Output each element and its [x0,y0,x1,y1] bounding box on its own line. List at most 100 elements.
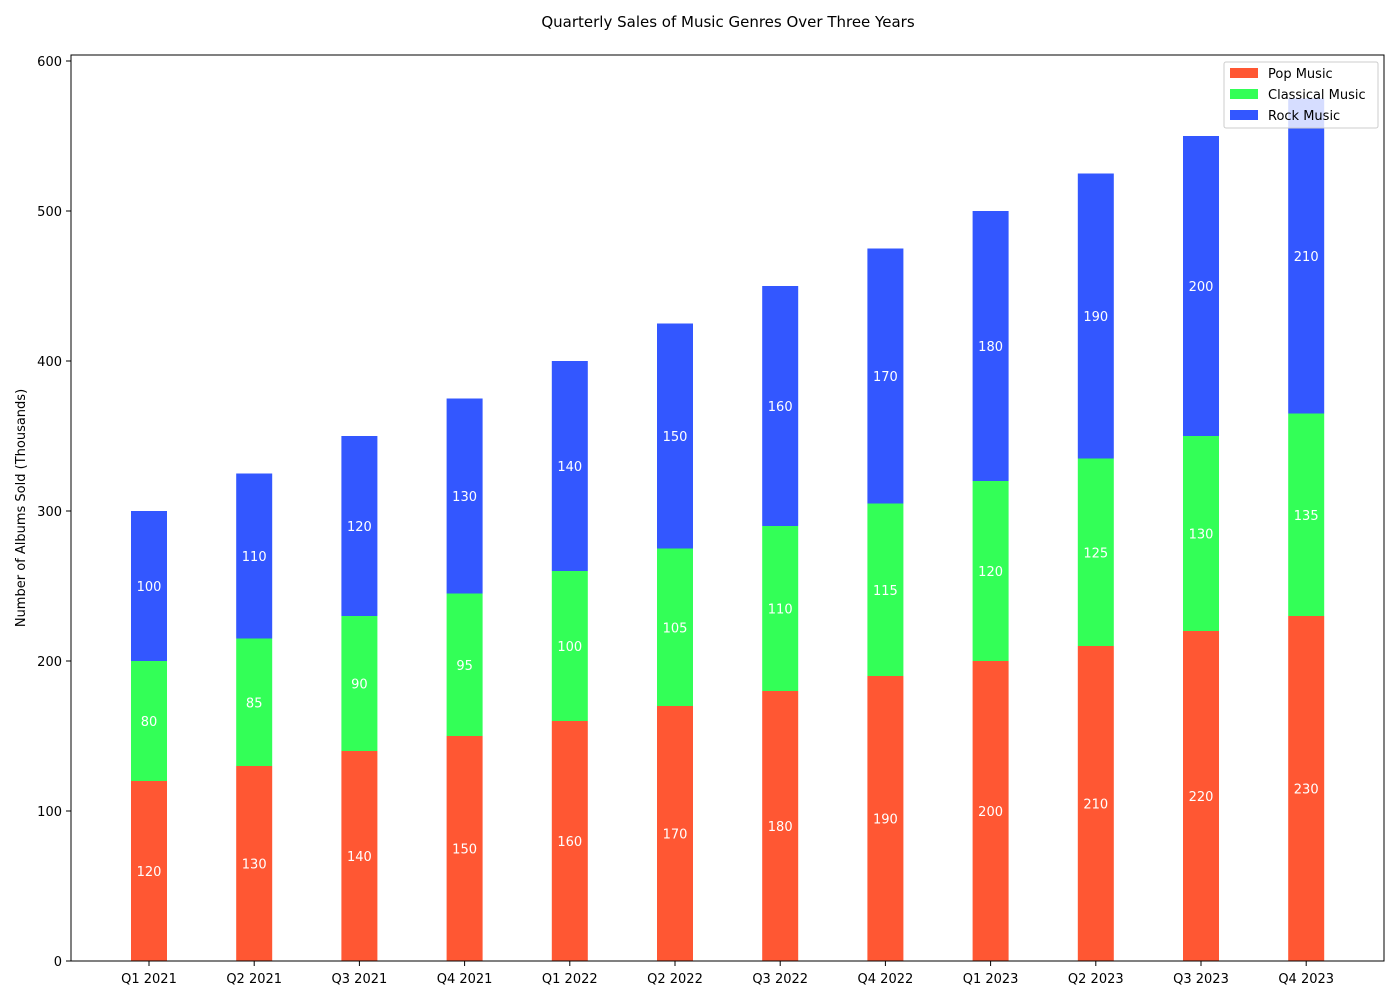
chart-title: Quarterly Sales of Music Genres Over Thr… [541,13,914,31]
bar-pop-music-8 [972,661,1009,961]
x-tick-label: Q3 2021 [332,972,388,987]
x-axis: Q1 2021 Q2 2021 Q3 2021 Q4 2021 Q1 2022 Q2 20… [121,961,1334,987]
bar-rock-music-6 [762,286,799,526]
plot-frame [70,54,1385,962]
x-tick-label: Q1 2023 [963,972,1019,987]
x-tick-label: Q4 2022 [858,972,914,987]
y-tick-label: 600 [37,55,62,70]
bar-classical-music-0 [131,661,167,781]
bar-labels-layer: 120 80 100 130 85 110 140 90 120 150 95 130 160 100 14… [137,250,1319,880]
y-tick-label: 300 [37,505,62,520]
bar-rock-music-2 [341,436,378,616]
bar-classical-music-8 [972,481,1009,661]
bar-label-pop-music-5: 170 [663,828,688,843]
bar-label-classical-music-6: 110 [768,603,793,618]
bar-label-pop-music-6: 180 [768,820,793,835]
bar-classical-music-4 [551,571,588,721]
bar-rock-music-7 [867,248,904,504]
bar-classical-music-9 [1077,458,1114,646]
bar-rock-music-3 [446,398,483,594]
bar-pop-music-2 [341,751,378,961]
x-tick-label: Q1 2021 [121,972,177,987]
bar-label-rock-music-7: 170 [873,370,898,385]
bar-label-rock-music-2: 120 [347,520,372,535]
y-tick-label: 200 [37,655,62,670]
bar-label-classical-music-9: 125 [1083,546,1108,561]
bar-pop-music-7 [867,676,904,961]
bar-label-classical-music-2: 90 [351,678,368,693]
bar-pop-music-4 [551,721,588,961]
bar-label-pop-music-4: 160 [557,835,582,850]
bar-pop-music-5 [657,706,693,961]
bar-classical-music-10 [1183,436,1219,631]
y-axis: 0 100 200 300 400 500 600 [37,55,71,970]
bar-label-classical-music-1: 85 [246,696,263,711]
legend-swatch-rock-music [1230,110,1258,120]
bars-layer [131,98,1325,961]
bar-classical-music-11 [1288,413,1325,616]
bar-label-classical-music-5: 105 [663,621,688,636]
y-axis-title: Number of Albums Sold (Thousands) [14,389,29,627]
bar-label-classical-music-8: 120 [978,565,1003,580]
legend-label-pop-music: Pop Music [1268,67,1333,82]
bar-label-classical-music-4: 100 [557,640,582,655]
x-tick-label: Q3 2023 [1173,972,1229,987]
bar-pop-music-10 [1183,631,1219,961]
bar-classical-music-3 [446,593,483,736]
bar-label-classical-music-0: 80 [141,715,158,730]
bar-label-classical-music-3: 95 [456,659,473,674]
bar-label-pop-music-3: 150 [452,843,477,858]
bar-pop-music-1 [236,766,273,961]
bar-rock-music-8 [972,211,1009,481]
bar-label-pop-music-7: 190 [873,813,898,828]
bar-classical-music-2 [341,616,378,751]
x-tick-label: Q2 2022 [647,972,703,987]
bar-label-rock-music-8: 180 [978,340,1003,355]
legend-label-rock-music: Rock Music [1268,109,1340,124]
bar-pop-music-9 [1077,646,1114,961]
bar-label-classical-music-7: 115 [873,584,898,599]
legend-label-classical-music: Classical Music [1268,88,1366,103]
bar-pop-music-11 [1288,616,1325,961]
bar-rock-music-1 [236,473,273,639]
legend: Pop Music Classical Music Rock Music [1223,61,1379,129]
bar-classical-music-7 [867,503,904,676]
bar-label-rock-music-3: 130 [452,490,477,505]
bar-rock-music-10 [1183,136,1219,436]
bar-label-pop-music-1: 130 [242,858,267,873]
bar-label-rock-music-1: 110 [242,550,267,565]
legend-swatch-pop-music [1230,68,1258,78]
bar-label-classical-music-10: 130 [1189,528,1214,543]
x-tick-label: Q3 2022 [752,972,808,987]
bar-label-rock-music-4: 140 [557,460,582,475]
bar-label-pop-music-9: 210 [1083,798,1108,813]
bar-pop-music-3 [446,736,483,961]
y-tick-label: 400 [37,355,62,370]
bar-label-rock-music-10: 200 [1189,280,1214,295]
bar-rock-music-9 [1077,173,1114,459]
bar-label-pop-music-10: 220 [1189,790,1214,805]
bar-label-rock-music-6: 160 [768,400,793,415]
bar-rock-music-0 [131,511,167,661]
bar-label-pop-music-0: 120 [137,865,162,880]
bar-rock-music-5 [657,323,693,549]
bar-classical-music-5 [657,548,693,706]
bar-label-rock-music-9: 190 [1083,310,1108,325]
x-tick-label: Q4 2023 [1278,972,1334,987]
bar-label-rock-music-11: 210 [1294,250,1319,265]
bar-label-pop-music-8: 200 [978,805,1003,820]
bar-classical-music-1 [236,638,273,766]
bar-classical-music-6 [762,526,799,691]
bar-rock-music-4 [551,361,588,571]
bar-pop-music-0 [131,781,167,961]
bar-label-classical-music-11: 135 [1294,509,1319,524]
x-tick-label: Q4 2021 [437,972,493,987]
bar-label-rock-music-5: 150 [663,430,688,445]
bar-label-rock-music-0: 100 [137,580,162,595]
x-tick-label: Q1 2022 [542,972,598,987]
legend-box [1223,61,1379,129]
y-tick-label: 100 [37,805,62,820]
bar-label-pop-music-11: 230 [1294,783,1319,798]
